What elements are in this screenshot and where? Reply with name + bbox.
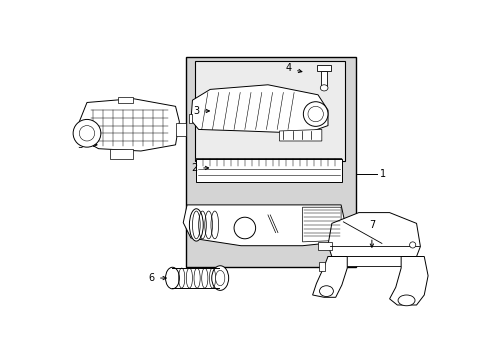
Ellipse shape	[165, 267, 179, 289]
Polygon shape	[195, 159, 341, 166]
Polygon shape	[389, 256, 427, 305]
Circle shape	[307, 106, 323, 122]
Circle shape	[234, 217, 255, 239]
Polygon shape	[302, 207, 341, 242]
Polygon shape	[327, 213, 420, 256]
Ellipse shape	[211, 266, 228, 291]
Circle shape	[409, 242, 415, 248]
Bar	[118, 97, 133, 103]
Ellipse shape	[320, 85, 327, 91]
Polygon shape	[327, 256, 420, 266]
Ellipse shape	[189, 209, 203, 241]
Circle shape	[73, 120, 101, 147]
Polygon shape	[175, 123, 185, 136]
Text: 4: 4	[285, 63, 291, 73]
Bar	[317, 242, 331, 249]
Bar	[318, 262, 324, 271]
Polygon shape	[190, 85, 327, 133]
Ellipse shape	[319, 286, 333, 297]
Bar	[194, 61, 344, 161]
Circle shape	[303, 102, 327, 126]
Text: 2: 2	[190, 163, 197, 173]
Polygon shape	[317, 65, 330, 71]
Ellipse shape	[215, 270, 224, 286]
Polygon shape	[189, 114, 192, 123]
Polygon shape	[195, 159, 341, 182]
Polygon shape	[183, 205, 344, 246]
Bar	[185, 57, 356, 266]
Bar	[321, 71, 326, 88]
Ellipse shape	[397, 295, 414, 306]
Polygon shape	[279, 130, 321, 141]
Circle shape	[79, 126, 95, 141]
Text: 6: 6	[148, 273, 154, 283]
Polygon shape	[110, 149, 133, 159]
Polygon shape	[78, 99, 179, 151]
Text: 5: 5	[78, 140, 84, 150]
Text: 7: 7	[368, 220, 374, 230]
Polygon shape	[312, 256, 346, 297]
Text: 1: 1	[379, 169, 385, 179]
Text: 3: 3	[193, 106, 199, 116]
